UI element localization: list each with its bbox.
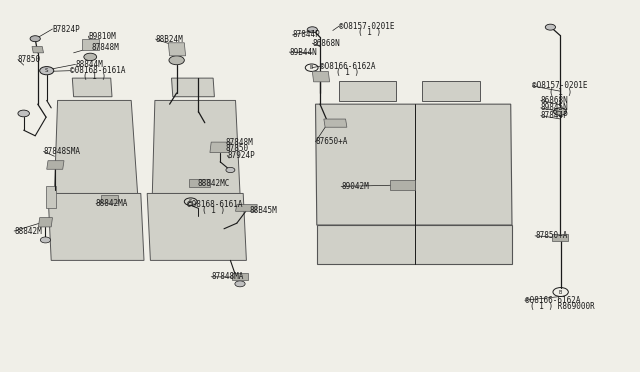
- Text: 88844M: 88844M: [76, 60, 103, 69]
- Text: ©08168-6161A: ©08168-6161A: [187, 200, 243, 209]
- Polygon shape: [168, 43, 186, 56]
- Text: 88B45M: 88B45M: [250, 206, 277, 215]
- Text: 87850+A: 87850+A: [535, 231, 568, 240]
- Text: ®O8166-6162A: ®O8166-6162A: [320, 62, 376, 71]
- Text: S: S: [189, 199, 193, 204]
- Polygon shape: [47, 161, 64, 169]
- Text: 87844P: 87844P: [292, 31, 320, 39]
- Text: B9810M: B9810M: [88, 32, 116, 41]
- Text: 86868N: 86868N: [312, 39, 340, 48]
- Text: ( 1 ): ( 1 ): [83, 72, 106, 81]
- Text: ( 1 ) R869000R: ( 1 ) R869000R: [530, 302, 595, 311]
- Text: 87650+A: 87650+A: [316, 137, 348, 146]
- Text: 87848MA: 87848MA: [211, 272, 244, 281]
- Text: 89B44N: 89B44N: [289, 48, 317, 57]
- Text: ( 1 ): ( 1 ): [336, 68, 359, 77]
- Text: ®O8157-0201E: ®O8157-0201E: [339, 22, 395, 31]
- Text: ( 1 ): ( 1 ): [549, 88, 572, 97]
- Text: 87848SMA: 87848SMA: [44, 147, 81, 156]
- Polygon shape: [232, 273, 248, 280]
- Text: S: S: [45, 68, 49, 73]
- Circle shape: [169, 56, 184, 65]
- Text: ®O8157-0201E: ®O8157-0201E: [532, 81, 588, 90]
- Text: ( 1 ): ( 1 ): [202, 206, 225, 215]
- Polygon shape: [101, 195, 118, 203]
- Circle shape: [30, 36, 40, 42]
- Polygon shape: [189, 179, 210, 187]
- Circle shape: [40, 237, 51, 243]
- Polygon shape: [48, 193, 144, 260]
- Polygon shape: [38, 218, 52, 227]
- Text: 87924P: 87924P: [227, 151, 255, 160]
- Text: ©08168-6161A: ©08168-6161A: [70, 66, 126, 75]
- Circle shape: [307, 27, 317, 33]
- Text: 89845N: 89845N: [541, 103, 568, 112]
- Text: 87850: 87850: [18, 55, 41, 64]
- Polygon shape: [312, 71, 330, 82]
- Text: 87848M: 87848M: [225, 138, 253, 147]
- Circle shape: [18, 110, 29, 117]
- Text: ®O8166-6162A: ®O8166-6162A: [525, 296, 580, 305]
- Polygon shape: [390, 180, 415, 190]
- Polygon shape: [172, 78, 214, 97]
- Text: 87848M: 87848M: [92, 43, 119, 52]
- Polygon shape: [82, 39, 99, 50]
- Text: 87850: 87850: [225, 144, 248, 153]
- Text: B: B: [559, 289, 563, 295]
- Polygon shape: [552, 234, 568, 241]
- Text: 88842MA: 88842MA: [96, 199, 129, 208]
- Circle shape: [545, 24, 556, 30]
- Text: ( 1 ): ( 1 ): [358, 28, 381, 37]
- Polygon shape: [32, 46, 44, 53]
- Text: 88B24M: 88B24M: [156, 35, 183, 44]
- Text: 87844P: 87844P: [541, 111, 568, 120]
- Polygon shape: [236, 205, 257, 211]
- Text: 86868N: 86868N: [541, 96, 568, 105]
- Polygon shape: [54, 100, 138, 193]
- Circle shape: [84, 53, 97, 61]
- Polygon shape: [316, 104, 512, 225]
- Polygon shape: [317, 225, 512, 264]
- Polygon shape: [210, 142, 230, 153]
- Text: B: B: [310, 65, 314, 70]
- Polygon shape: [46, 186, 56, 208]
- Polygon shape: [339, 81, 396, 101]
- Polygon shape: [72, 78, 112, 97]
- Text: 88842M: 88842M: [14, 227, 42, 235]
- Circle shape: [226, 167, 235, 173]
- Polygon shape: [422, 81, 480, 101]
- Circle shape: [40, 67, 54, 75]
- Text: 88842MC: 88842MC: [197, 179, 230, 188]
- Text: 89042M: 89042M: [341, 182, 369, 191]
- Text: B7824P: B7824P: [52, 25, 80, 33]
- Polygon shape: [152, 100, 240, 193]
- Circle shape: [554, 108, 566, 115]
- Polygon shape: [147, 193, 246, 260]
- Circle shape: [235, 281, 245, 287]
- Polygon shape: [324, 119, 347, 127]
